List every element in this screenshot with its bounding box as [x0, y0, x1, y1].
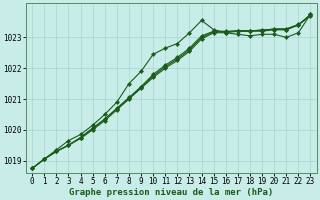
X-axis label: Graphe pression niveau de la mer (hPa): Graphe pression niveau de la mer (hPa) [69, 188, 274, 197]
